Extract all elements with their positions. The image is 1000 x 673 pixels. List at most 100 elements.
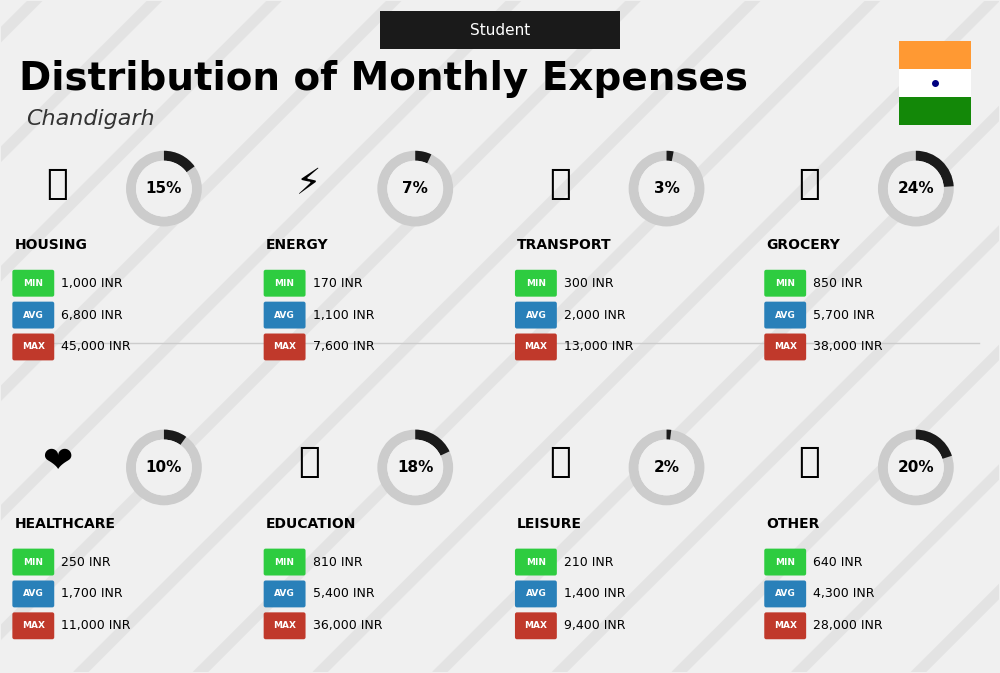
Circle shape xyxy=(639,161,694,217)
Text: 810 INR: 810 INR xyxy=(313,556,362,569)
Text: 24%: 24% xyxy=(898,181,934,196)
FancyBboxPatch shape xyxy=(764,548,806,575)
FancyBboxPatch shape xyxy=(899,69,971,97)
Text: HOUSING: HOUSING xyxy=(14,238,87,252)
Text: 1,400 INR: 1,400 INR xyxy=(564,588,625,600)
Text: GROCERY: GROCERY xyxy=(766,238,840,252)
Text: 🛍: 🛍 xyxy=(549,446,571,479)
Circle shape xyxy=(387,161,443,217)
Text: 🏢: 🏢 xyxy=(46,167,68,201)
Text: AVG: AVG xyxy=(23,590,44,598)
Text: AVG: AVG xyxy=(775,590,796,598)
Circle shape xyxy=(136,439,192,495)
Text: MIN: MIN xyxy=(275,557,295,567)
Wedge shape xyxy=(377,151,453,226)
Text: 3%: 3% xyxy=(654,181,679,196)
FancyBboxPatch shape xyxy=(764,581,806,607)
Text: MAX: MAX xyxy=(22,621,45,631)
FancyBboxPatch shape xyxy=(264,270,306,297)
FancyBboxPatch shape xyxy=(764,612,806,639)
Text: 1,000 INR: 1,000 INR xyxy=(61,277,123,289)
Text: 7,600 INR: 7,600 INR xyxy=(313,341,374,353)
Text: 5,700 INR: 5,700 INR xyxy=(813,309,875,322)
Wedge shape xyxy=(164,429,186,445)
Text: 5,400 INR: 5,400 INR xyxy=(313,588,374,600)
Text: 🚌: 🚌 xyxy=(549,167,571,201)
Text: 170 INR: 170 INR xyxy=(313,277,362,289)
Text: Chandigarh: Chandigarh xyxy=(26,109,155,129)
Circle shape xyxy=(888,161,944,217)
Text: MIN: MIN xyxy=(23,557,43,567)
Wedge shape xyxy=(415,429,450,456)
Text: AVG: AVG xyxy=(775,310,796,320)
Text: MIN: MIN xyxy=(775,279,795,288)
FancyBboxPatch shape xyxy=(515,612,557,639)
FancyBboxPatch shape xyxy=(264,302,306,328)
Text: AVG: AVG xyxy=(274,310,295,320)
Text: MAX: MAX xyxy=(22,343,45,351)
Wedge shape xyxy=(878,429,954,505)
Text: OTHER: OTHER xyxy=(766,518,820,531)
Text: 210 INR: 210 INR xyxy=(564,556,613,569)
FancyBboxPatch shape xyxy=(515,581,557,607)
Wedge shape xyxy=(916,151,954,187)
FancyBboxPatch shape xyxy=(764,302,806,328)
Text: MIN: MIN xyxy=(526,279,546,288)
Text: 300 INR: 300 INR xyxy=(564,277,613,289)
Text: 7%: 7% xyxy=(402,181,428,196)
Text: MIN: MIN xyxy=(526,557,546,567)
Wedge shape xyxy=(916,429,952,459)
Text: 45,000 INR: 45,000 INR xyxy=(61,341,131,353)
Text: 28,000 INR: 28,000 INR xyxy=(813,619,883,633)
FancyBboxPatch shape xyxy=(264,612,306,639)
FancyBboxPatch shape xyxy=(12,581,54,607)
Wedge shape xyxy=(629,429,704,505)
Text: MAX: MAX xyxy=(774,343,797,351)
Text: MIN: MIN xyxy=(23,279,43,288)
Text: 20%: 20% xyxy=(898,460,934,475)
Wedge shape xyxy=(126,151,202,226)
Text: AVG: AVG xyxy=(526,590,546,598)
Circle shape xyxy=(136,161,192,217)
FancyBboxPatch shape xyxy=(12,334,54,361)
Text: 11,000 INR: 11,000 INR xyxy=(61,619,131,633)
Text: AVG: AVG xyxy=(23,310,44,320)
Text: 13,000 INR: 13,000 INR xyxy=(564,341,633,353)
FancyBboxPatch shape xyxy=(264,334,306,361)
Text: LEISURE: LEISURE xyxy=(517,518,582,531)
Text: 4,300 INR: 4,300 INR xyxy=(813,588,875,600)
Wedge shape xyxy=(415,151,431,164)
Text: 🎓: 🎓 xyxy=(298,446,319,479)
Wedge shape xyxy=(667,151,674,162)
Text: MAX: MAX xyxy=(524,343,547,351)
FancyBboxPatch shape xyxy=(515,334,557,361)
Text: 9,400 INR: 9,400 INR xyxy=(564,619,625,633)
Text: AVG: AVG xyxy=(274,590,295,598)
Circle shape xyxy=(888,439,944,495)
Text: Student: Student xyxy=(470,23,530,38)
FancyBboxPatch shape xyxy=(899,97,971,125)
FancyBboxPatch shape xyxy=(515,270,557,297)
Text: 250 INR: 250 INR xyxy=(61,556,111,569)
Text: 10%: 10% xyxy=(146,460,182,475)
Text: 18%: 18% xyxy=(397,460,433,475)
FancyBboxPatch shape xyxy=(12,270,54,297)
Circle shape xyxy=(387,439,443,495)
Text: ENERGY: ENERGY xyxy=(266,238,328,252)
FancyBboxPatch shape xyxy=(515,302,557,328)
Text: 36,000 INR: 36,000 INR xyxy=(313,619,382,633)
Text: HEALTHCARE: HEALTHCARE xyxy=(14,518,115,531)
Wedge shape xyxy=(126,429,202,505)
FancyBboxPatch shape xyxy=(380,11,620,49)
Text: 1,100 INR: 1,100 INR xyxy=(313,309,374,322)
FancyBboxPatch shape xyxy=(764,334,806,361)
FancyBboxPatch shape xyxy=(264,548,306,575)
Text: 38,000 INR: 38,000 INR xyxy=(813,341,883,353)
Text: TRANSPORT: TRANSPORT xyxy=(517,238,612,252)
Wedge shape xyxy=(377,429,453,505)
Text: Distribution of Monthly Expenses: Distribution of Monthly Expenses xyxy=(19,60,748,98)
Text: 1,700 INR: 1,700 INR xyxy=(61,588,123,600)
Text: MAX: MAX xyxy=(273,343,296,351)
FancyBboxPatch shape xyxy=(515,548,557,575)
Wedge shape xyxy=(629,151,704,226)
